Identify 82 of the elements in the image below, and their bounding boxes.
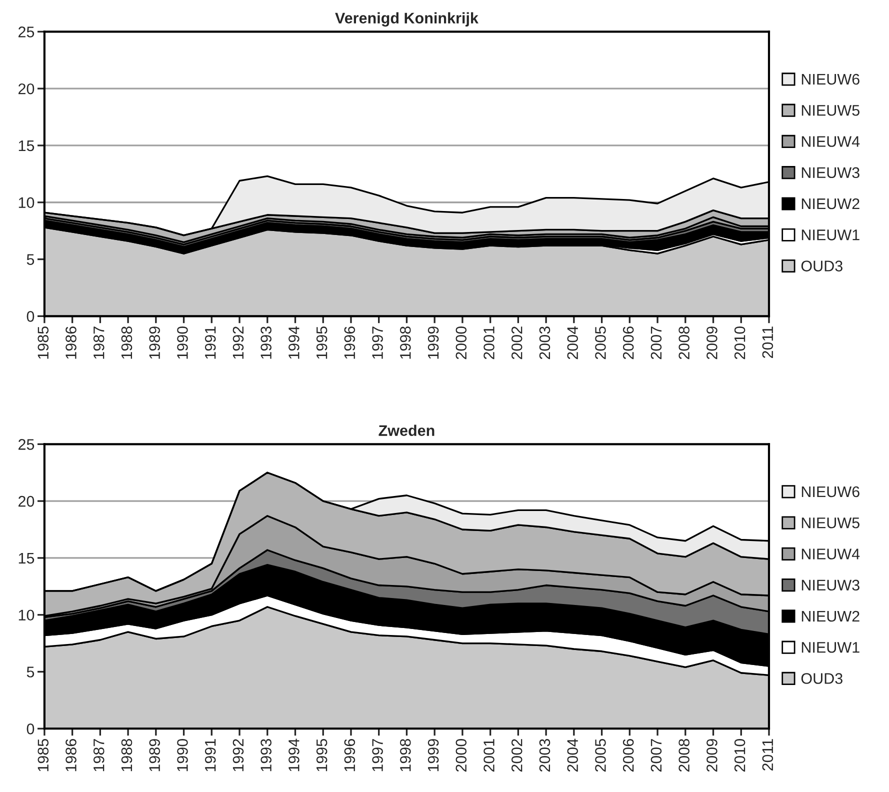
- x-tick-label: 2010: [734, 326, 746, 360]
- x-tick-label: 1992: [232, 739, 244, 772]
- x-tick-label: 2008: [678, 326, 690, 360]
- legend-label: NIEUW5: [802, 518, 860, 528]
- y-tick-label: 10: [18, 197, 34, 208]
- y-tick-label: 25: [18, 26, 34, 38]
- legend-label: OUD3: [801, 260, 842, 272]
- legend-label: NIEUW6: [802, 486, 860, 498]
- x-tick-label: 1988: [121, 326, 132, 359]
- x-tick-label: 2005: [595, 326, 606, 360]
- x-tick-label: 1995: [316, 739, 328, 772]
- x-tick-label: 2006: [622, 326, 634, 360]
- x-tick-label: 2008: [678, 739, 690, 772]
- x-tick-label: 2007: [650, 739, 662, 772]
- x-tick-label: 2002: [511, 326, 522, 360]
- x-tick-label: 1989: [149, 326, 160, 359]
- x-tick-label: 1998: [400, 739, 411, 772]
- y-tick-label: 5: [26, 666, 34, 678]
- x-tick-label: 2011: [762, 326, 774, 358]
- x-tick-label: 1996: [344, 739, 356, 772]
- x-tick-label: 1988: [121, 739, 132, 772]
- y-tick-label: 20: [18, 83, 34, 94]
- legend-label: NIEUW3: [802, 167, 860, 178]
- x-tick-label: 1986: [66, 739, 76, 772]
- legend-label: OUD3: [801, 673, 842, 684]
- x-tick-label: 1993: [260, 739, 272, 772]
- x-tick-label: 1992: [232, 326, 244, 359]
- x-tick-label: 1991: [204, 739, 216, 772]
- x-tick-label: 2000: [456, 738, 467, 772]
- x-tick-label: 1997: [372, 326, 383, 359]
- x-tick-label: 2005: [595, 739, 606, 772]
- x-tick-label: 2001: [484, 739, 494, 772]
- legend-label: NIEUW5: [802, 105, 860, 116]
- x-tick-label: 2004: [567, 326, 578, 360]
- y-tick-label: 0: [26, 724, 34, 734]
- x-tick-label: 1999: [428, 326, 439, 359]
- y-tick-label: 5: [26, 254, 34, 265]
- x-tick-label: 2010: [734, 738, 746, 772]
- x-tick-label: 1998: [400, 326, 411, 359]
- legend-label: NIEUW4: [802, 136, 860, 147]
- x-tick-label: 1994: [288, 326, 300, 359]
- x-tick-label: 1994: [288, 738, 300, 772]
- x-tick-label: 1987: [93, 739, 104, 772]
- x-tick-label: 1990: [177, 326, 188, 359]
- y-tick-label: 10: [18, 610, 34, 621]
- x-tick-label: 1997: [372, 739, 383, 772]
- x-tick-label: 2001: [484, 326, 494, 360]
- y-tick-label: 25: [18, 439, 34, 450]
- x-tick-label: 2007: [650, 326, 662, 360]
- x-tick-label: 1995: [316, 326, 328, 359]
- legend-label: NIEUW1: [802, 642, 860, 653]
- x-tick-label: 1985: [38, 739, 49, 772]
- chart-title: Verenigd Koninkrijk: [335, 12, 478, 27]
- legend-label: NIEUW4: [802, 548, 860, 560]
- x-tick-label: 1990: [177, 738, 188, 772]
- x-tick-label: 1986: [66, 326, 76, 359]
- x-tick-label: 2003: [539, 739, 550, 772]
- x-tick-label: 2004: [567, 738, 578, 772]
- legend-label: NIEUW6: [802, 74, 860, 85]
- x-tick-label: 2011: [762, 739, 774, 770]
- x-tick-label: 1989: [149, 739, 160, 772]
- legend-label: NIEUW2: [802, 198, 860, 210]
- x-tick-label: 1991: [204, 326, 216, 359]
- x-tick-label: 2009: [706, 326, 718, 360]
- x-tick-label: 2000: [456, 326, 467, 360]
- chart-title: Zweden: [378, 424, 434, 436]
- x-tick-label: 2006: [622, 739, 634, 772]
- x-tick-label: 2003: [539, 326, 550, 360]
- x-tick-label: 1999: [428, 739, 439, 772]
- y-tick-label: 15: [18, 552, 34, 564]
- y-tick-label: 0: [26, 311, 34, 322]
- y-tick-label: 20: [18, 496, 34, 507]
- legend-label: NIEUW2: [802, 610, 860, 622]
- x-tick-label: 1996: [344, 326, 356, 359]
- legend-label: NIEUW1: [802, 230, 860, 240]
- x-tick-label: 2002: [511, 739, 522, 772]
- legend-label: NIEUW3: [802, 580, 860, 591]
- x-tick-label: 1993: [260, 326, 272, 359]
- x-tick-label: 2009: [706, 739, 718, 772]
- x-tick-label: 1985: [38, 326, 49, 359]
- y-tick-label: 15: [18, 140, 34, 152]
- x-tick-label: 1987: [93, 326, 104, 359]
